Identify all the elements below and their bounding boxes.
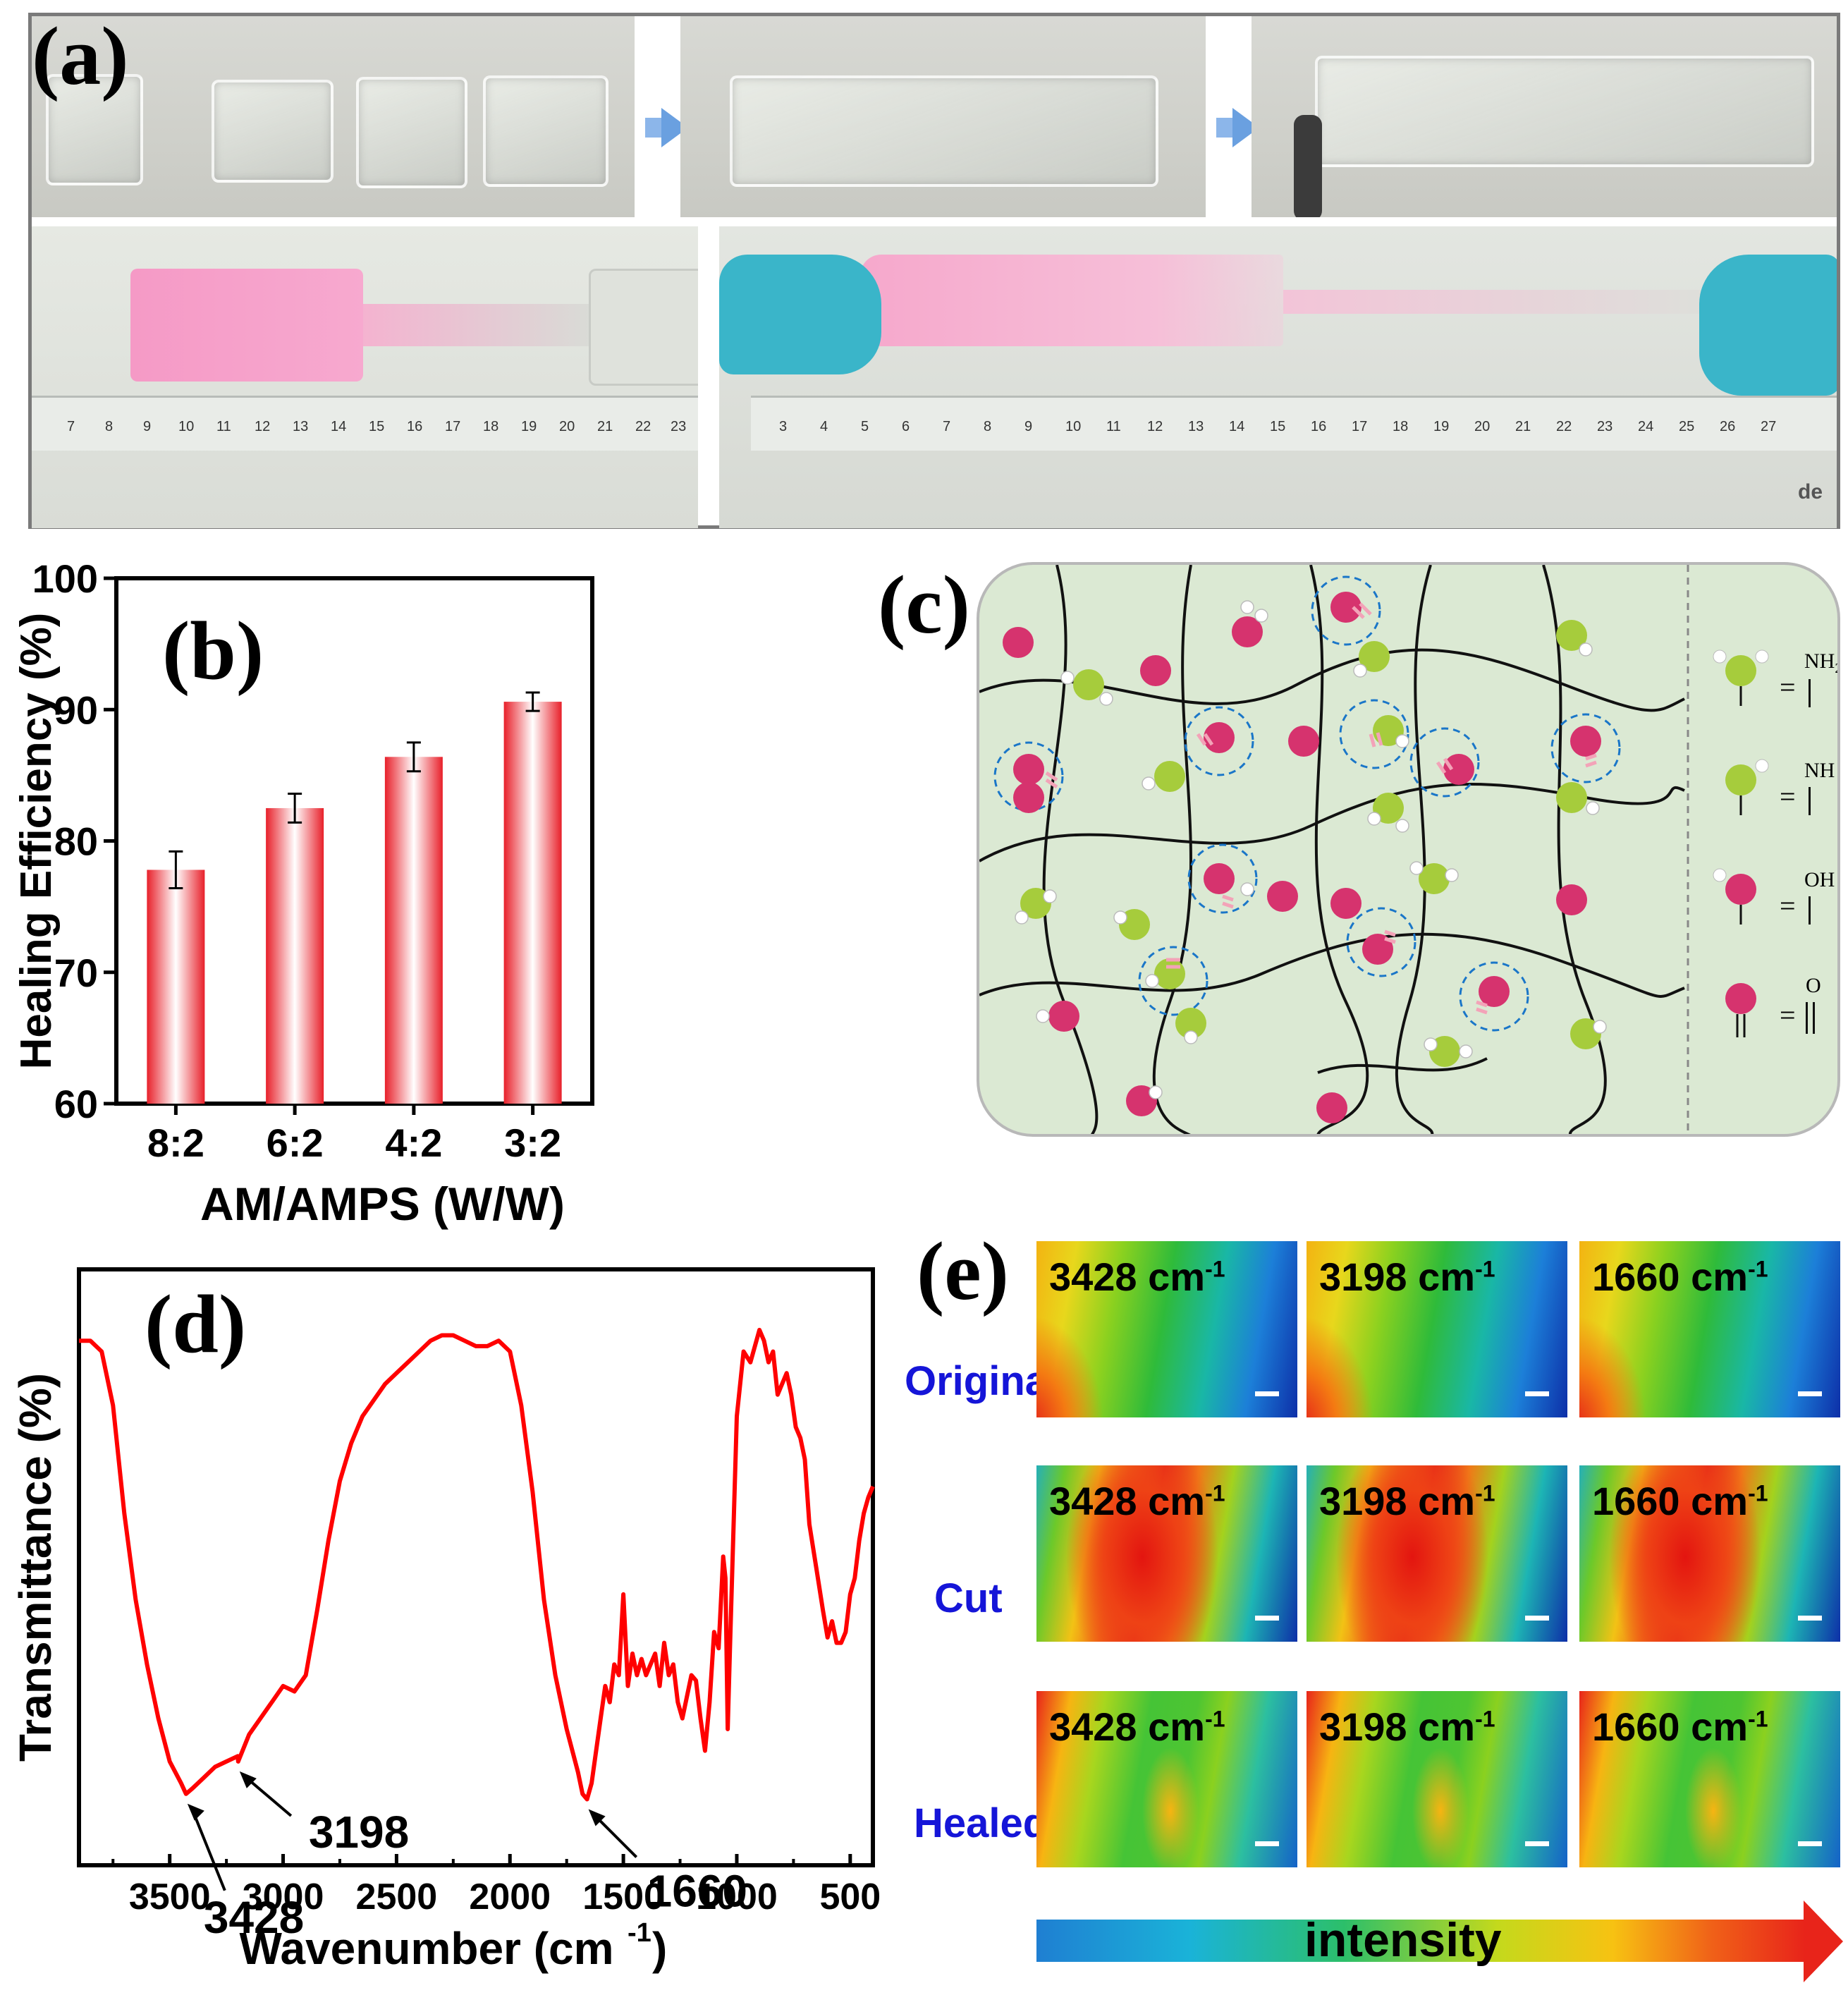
network-schematic [979, 565, 1769, 1134]
ruler-right: 3 4 5 6 7 8 9 10 11 12 13 14 15 16 17 18… [751, 396, 1837, 451]
scale-bar [1255, 1391, 1279, 1396]
photo-stretched-sample: 3 4 5 6 7 8 9 10 11 12 13 14 15 16 17 18… [719, 226, 1837, 528]
legend-equals-1: = [1780, 671, 1796, 703]
x-tick-label: 2500 [356, 1877, 438, 1917]
peak-arrowhead [187, 1803, 204, 1821]
x-tick-label: 8:2 [147, 1121, 204, 1165]
scale-bar [1798, 1616, 1822, 1621]
peak-label: 3428 [204, 1892, 304, 1943]
map-cut-1660: 1660 cm-1 [1579, 1465, 1840, 1642]
panel-a: 7 8 9 10 11 12 13 14 15 16 17 18 19 20 2… [28, 13, 1840, 529]
x-axis-label-sup: -1 [628, 1918, 651, 1948]
bar-chart-healing-efficiency: 60 70 80 90 100 8:2 6:2 4:2 3:2 AM/AMPS (W/W) Heal… [12, 556, 594, 1230]
scale-bar [1255, 1841, 1279, 1846]
photo-four-gel-pieces [32, 16, 635, 217]
bar [384, 757, 443, 1104]
x-tick-label: 500 [819, 1877, 881, 1917]
scale-bar [1798, 1391, 1822, 1396]
panel-label-c: (c) [878, 559, 970, 651]
scale-bar [1525, 1841, 1549, 1846]
ruler-brand: de [1798, 480, 1823, 504]
x-tick-label: 1500 [582, 1877, 664, 1917]
panel-label-d: (d) [145, 1278, 247, 1370]
x-tick-label: 3:2 [504, 1121, 561, 1165]
y-tick-label: 90 [54, 688, 98, 732]
bar [147, 870, 205, 1104]
scale-bar [1525, 1616, 1549, 1621]
row-label-healed: Healed [914, 1800, 1048, 1846]
x-tick-label: 1000 [696, 1877, 778, 1917]
bar [266, 807, 324, 1104]
x-tick-label: 2000 [469, 1877, 551, 1917]
y-tick-label: 60 [54, 1082, 98, 1126]
intensity-colorbar [1036, 1920, 1805, 1962]
glove-left [719, 255, 881, 374]
scale-bar [1798, 1841, 1822, 1846]
map-healed-1660: 1660 cm-1 [1579, 1691, 1840, 1867]
y-tick-label: 70 [54, 951, 98, 995]
legend-equals-3: = [1780, 890, 1796, 922]
map-original-3198: 3198 cm-1 [1307, 1241, 1567, 1417]
y-tick-label: 100 [32, 556, 98, 601]
legend-icons [1713, 649, 1769, 1037]
x-tick-label: 6:2 [267, 1121, 324, 1165]
legend-formula-nh: NH [1804, 759, 1835, 782]
plot-frame [77, 1267, 875, 1867]
ftir-spectrum-line [79, 1327, 875, 1802]
legend-formula-o: O [1806, 974, 1821, 997]
panel-label-e: (e) [917, 1225, 1009, 1317]
x-axis-label-close: ) [652, 1923, 667, 1974]
glove-right [1699, 255, 1837, 396]
scale-bar [1525, 1391, 1549, 1396]
row-label-cut: Cut [934, 1575, 1003, 1621]
x-tick-label: 3500 [129, 1877, 211, 1917]
map-healed-3428: 3428 cm-1 [1036, 1691, 1297, 1867]
x-axis-label: Wavenumber (cm [239, 1923, 613, 1974]
legend-equals-4: = [1780, 999, 1796, 1031]
y-tick-label: 80 [54, 819, 98, 864]
map-original-1660: 1660 cm-1 [1579, 1241, 1840, 1417]
x-axis-label: AM/AMPS (W/W) [200, 1178, 565, 1230]
y-axis-label: Transmittance (%) [10, 1373, 61, 1762]
panel-label-a: (a) [32, 10, 129, 102]
y-axis-label: Healing Efficiency (%) [12, 613, 61, 1070]
panel-label-b: (b) [162, 604, 264, 697]
map-original-3428: 3428 cm-1 [1036, 1241, 1297, 1417]
map-cut-3428: 3428 cm-1 [1036, 1465, 1297, 1642]
x-tick-label: 3000 [243, 1877, 324, 1917]
bar [503, 702, 562, 1104]
row-label-original: Original [905, 1358, 1060, 1404]
panel-c-network-diagram: = NH2 = NH = OH = O [977, 562, 1840, 1137]
legend-formula-nh2: NH2 [1804, 649, 1837, 676]
peak-arrowhead [239, 1771, 257, 1788]
ruler-left: 7 8 9 10 11 12 13 14 15 16 17 18 19 20 2… [32, 396, 698, 451]
photo-joined-gel [680, 16, 1206, 217]
intensity-arrowhead [1804, 1901, 1843, 1982]
peak-label: 1660 [647, 1865, 747, 1916]
peak-arrow [190, 1807, 226, 1891]
scale-bar [1255, 1616, 1279, 1621]
peak-arrowhead [588, 1809, 606, 1826]
map-healed-3198: 3198 cm-1 [1307, 1691, 1567, 1867]
peak-label: 3198 [309, 1807, 409, 1857]
legend-formula-oh: OH [1804, 868, 1835, 891]
intensity-label: intensity [1304, 1913, 1502, 1967]
x-tick-label: 4:2 [385, 1121, 442, 1165]
map-cut-3198: 3198 cm-1 [1307, 1465, 1567, 1642]
photo-lifted-gel [1252, 16, 1837, 217]
photo-dumbbell-sample: 7 8 9 10 11 12 13 14 15 16 17 18 19 20 2… [32, 226, 698, 528]
legend-equals-2: = [1780, 781, 1796, 812]
